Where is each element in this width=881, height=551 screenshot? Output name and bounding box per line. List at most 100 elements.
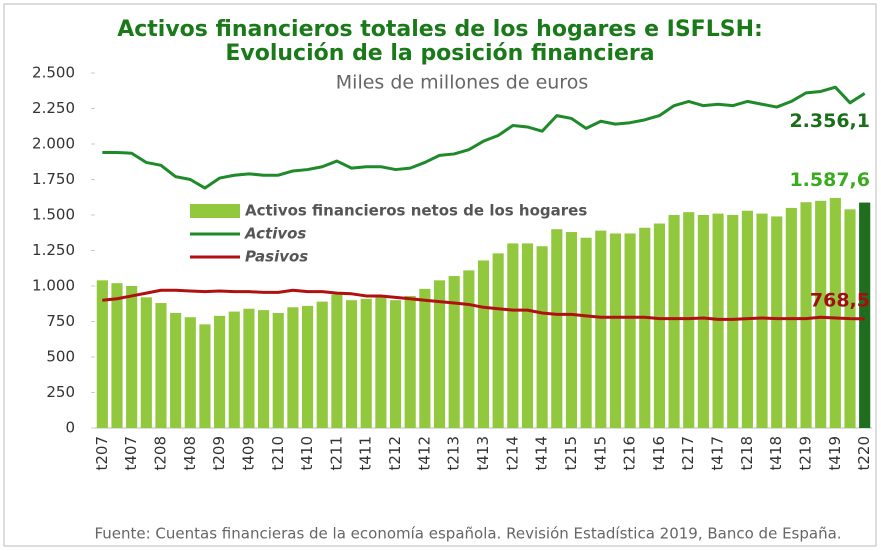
bar: [624, 233, 636, 428]
bar: [199, 324, 211, 428]
bar: [727, 215, 739, 428]
bar: [551, 229, 563, 428]
bar: [507, 243, 519, 428]
x-tick-label: t412: [415, 436, 433, 471]
value-label: 768,5: [810, 289, 870, 311]
y-tick-label: 250: [46, 383, 75, 401]
x-tick-label: t209: [210, 436, 228, 471]
bar: [492, 253, 504, 428]
source-note: Fuente: Cuentas financieras de la econom…: [94, 525, 841, 543]
x-tick-label: t407: [122, 436, 140, 471]
value-label: 1.587,6: [789, 169, 870, 191]
x-tick-label: t416: [650, 436, 668, 471]
bar: [668, 215, 680, 428]
bar: [214, 315, 226, 428]
bar: [697, 215, 709, 428]
bar: [565, 232, 578, 428]
bar: [170, 312, 182, 428]
bar: [111, 283, 123, 428]
x-tick-label: t411: [357, 436, 375, 471]
legend-label: Pasivos: [245, 248, 308, 266]
value-label: 2.356,1: [789, 110, 870, 132]
bar: [639, 227, 651, 428]
y-tick-label: 0: [65, 419, 75, 437]
y-tick-label: 2.250: [32, 99, 75, 117]
bar: [859, 202, 871, 428]
x-tick-label: t414: [533, 436, 551, 471]
x-tick-label: t408: [181, 436, 199, 471]
bar: [580, 237, 592, 428]
x-tick-label: t207: [93, 436, 111, 471]
line-1: [102, 85, 866, 190]
x-tick-label: t417: [709, 436, 727, 471]
x-tick-label: t211: [327, 436, 345, 471]
legend-label: Activos: [244, 225, 306, 243]
bar: [463, 270, 475, 428]
bar: [756, 213, 768, 428]
bar: [243, 308, 255, 428]
bar: [345, 300, 358, 428]
x-tick-label: t218: [738, 436, 756, 471]
bar: [433, 280, 446, 428]
bar: [96, 280, 108, 428]
y-tick-label: 1.000: [32, 277, 75, 295]
x-tick-label: t214: [503, 436, 521, 471]
y-tick-label: 1.750: [32, 170, 75, 188]
y-tick-label: 1.500: [32, 206, 75, 224]
y-tick-label: 1.250: [32, 241, 75, 259]
bar: [536, 246, 548, 428]
bar: [448, 276, 460, 428]
bar: [287, 307, 299, 428]
bar: [331, 294, 343, 428]
bar: [389, 300, 402, 428]
bar: [595, 230, 607, 428]
bar: [155, 303, 167, 428]
bar: [477, 260, 490, 428]
x-tick-label: t208: [151, 436, 169, 471]
legend-label: Activos financieros netos de los hogares: [245, 202, 587, 220]
y-tick-label: 500: [46, 348, 75, 366]
chart-subtitle: Miles de millones de euros: [336, 72, 588, 94]
bar: [302, 305, 314, 428]
bar: [272, 312, 284, 428]
chart-title: Activos financieros totales de los hogar…: [117, 17, 763, 42]
y-tick-label: 2.500: [32, 64, 75, 82]
y-tick-label: 750: [46, 312, 75, 330]
bar: [800, 202, 812, 428]
x-tick-label: t220: [855, 436, 873, 471]
bar: [375, 297, 387, 428]
bar: [419, 288, 431, 428]
x-tick-label: t212: [386, 436, 404, 471]
bar: [609, 233, 622, 428]
x-tick-label: t409: [239, 436, 257, 471]
chart-title: Evolución de la posición financiera: [225, 41, 654, 66]
x-tick-label: t217: [679, 436, 697, 471]
x-tick-label: t410: [298, 436, 316, 471]
bar: [316, 301, 328, 428]
legend-swatch: [190, 204, 240, 218]
x-tick-label: t215: [562, 436, 580, 471]
bar: [228, 311, 240, 428]
bar: [521, 243, 534, 428]
bar: [258, 310, 270, 428]
line-2: [102, 288, 865, 321]
x-tick-label: t419: [826, 436, 844, 471]
bar: [184, 317, 196, 428]
bar: [404, 295, 416, 428]
bar: [653, 223, 665, 428]
x-tick-label: t210: [269, 436, 287, 471]
x-tick-label: t413: [474, 436, 492, 471]
bar: [771, 216, 783, 428]
x-tick-label: t216: [621, 436, 639, 471]
y-tick-label: 2.000: [32, 135, 75, 153]
bar: [829, 197, 841, 428]
bar: [815, 200, 827, 428]
x-tick-label: t213: [445, 436, 463, 471]
x-tick-label: t418: [767, 436, 785, 471]
bar: [360, 298, 372, 428]
bar: [126, 286, 138, 428]
x-tick-label: t415: [591, 436, 609, 471]
bar: [140, 297, 152, 428]
x-tick-label: t219: [797, 436, 815, 471]
